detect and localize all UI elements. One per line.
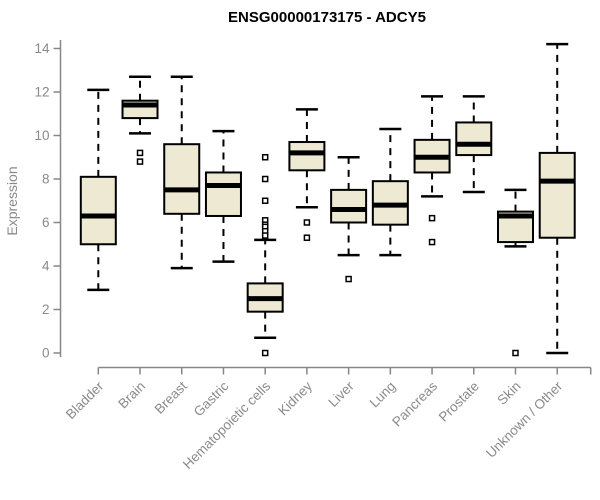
iqr-box [538, 151, 576, 239]
outlier-point [261, 197, 269, 204]
outlier-point [261, 349, 269, 357]
x-tick-label-brain: Brain [115, 379, 148, 412]
iqr-box [79, 175, 117, 246]
outlier-point [136, 149, 144, 157]
x-tick-label-lung: Lung [367, 379, 399, 411]
boxplot-lung [371, 127, 409, 257]
boxplot-brain [121, 75, 159, 165]
outlier-point [428, 214, 436, 222]
chart-title: ENSG00000173175 - ADCY5 [228, 9, 426, 26]
x-tick-label-gastric: Gastric [191, 378, 232, 419]
y-tick-label: 12 [34, 85, 49, 100]
boxes-layer [79, 42, 576, 357]
x-tick-label-pancreas: Pancreas [389, 378, 440, 429]
y-tick-label: 6 [42, 215, 50, 230]
iqr-box [455, 121, 493, 157]
x-tick-label-liver: Liver [325, 378, 357, 410]
boxplot-unknown-other [538, 42, 576, 355]
boxplot-breast [163, 75, 201, 270]
y-tick-label: 4 [42, 259, 50, 274]
y-tick-label: 14 [34, 41, 50, 56]
outlier-point [261, 232, 269, 239]
x-tick-label-unknown-other: Unknown / Other [483, 378, 566, 461]
boxplot-liver [330, 156, 368, 283]
iqr-box [163, 143, 201, 215]
boxplot-prostate [455, 95, 493, 194]
outlier-point [428, 238, 436, 246]
iqr-box [288, 141, 326, 172]
outlier-point [303, 234, 311, 241]
boxplot-gastric [204, 129, 242, 263]
x-tick-label-kidney: Kidney [275, 378, 315, 418]
boxplot-bladder [79, 88, 117, 292]
x-tick-label-bladder: Bladder [63, 378, 107, 422]
x-tick-label-skin: Skin [494, 379, 523, 408]
y-tick-label: 2 [42, 302, 50, 317]
boxplot-hematopoietic-cells [246, 154, 284, 357]
y-tick-label: 10 [34, 128, 49, 143]
iqr-box [204, 171, 242, 217]
boxplot-kidney [288, 108, 326, 241]
outlier-point [303, 219, 311, 226]
iqr-box [330, 188, 368, 224]
x-tick-label-breast: Breast [152, 378, 190, 416]
outlier-point [261, 154, 269, 161]
x-tick-label-prostate: Prostate [436, 379, 482, 425]
y-tick-label: 8 [42, 172, 50, 187]
outlier-point [136, 158, 144, 165]
boxplot-pancreas [413, 95, 451, 246]
y-tick-label: 0 [42, 346, 50, 361]
boxplot-skin [497, 188, 534, 357]
outlier-point [345, 275, 352, 283]
y-axis-title: Expression [4, 166, 20, 235]
outlier-point [512, 349, 519, 357]
outlier-point [261, 175, 269, 183]
